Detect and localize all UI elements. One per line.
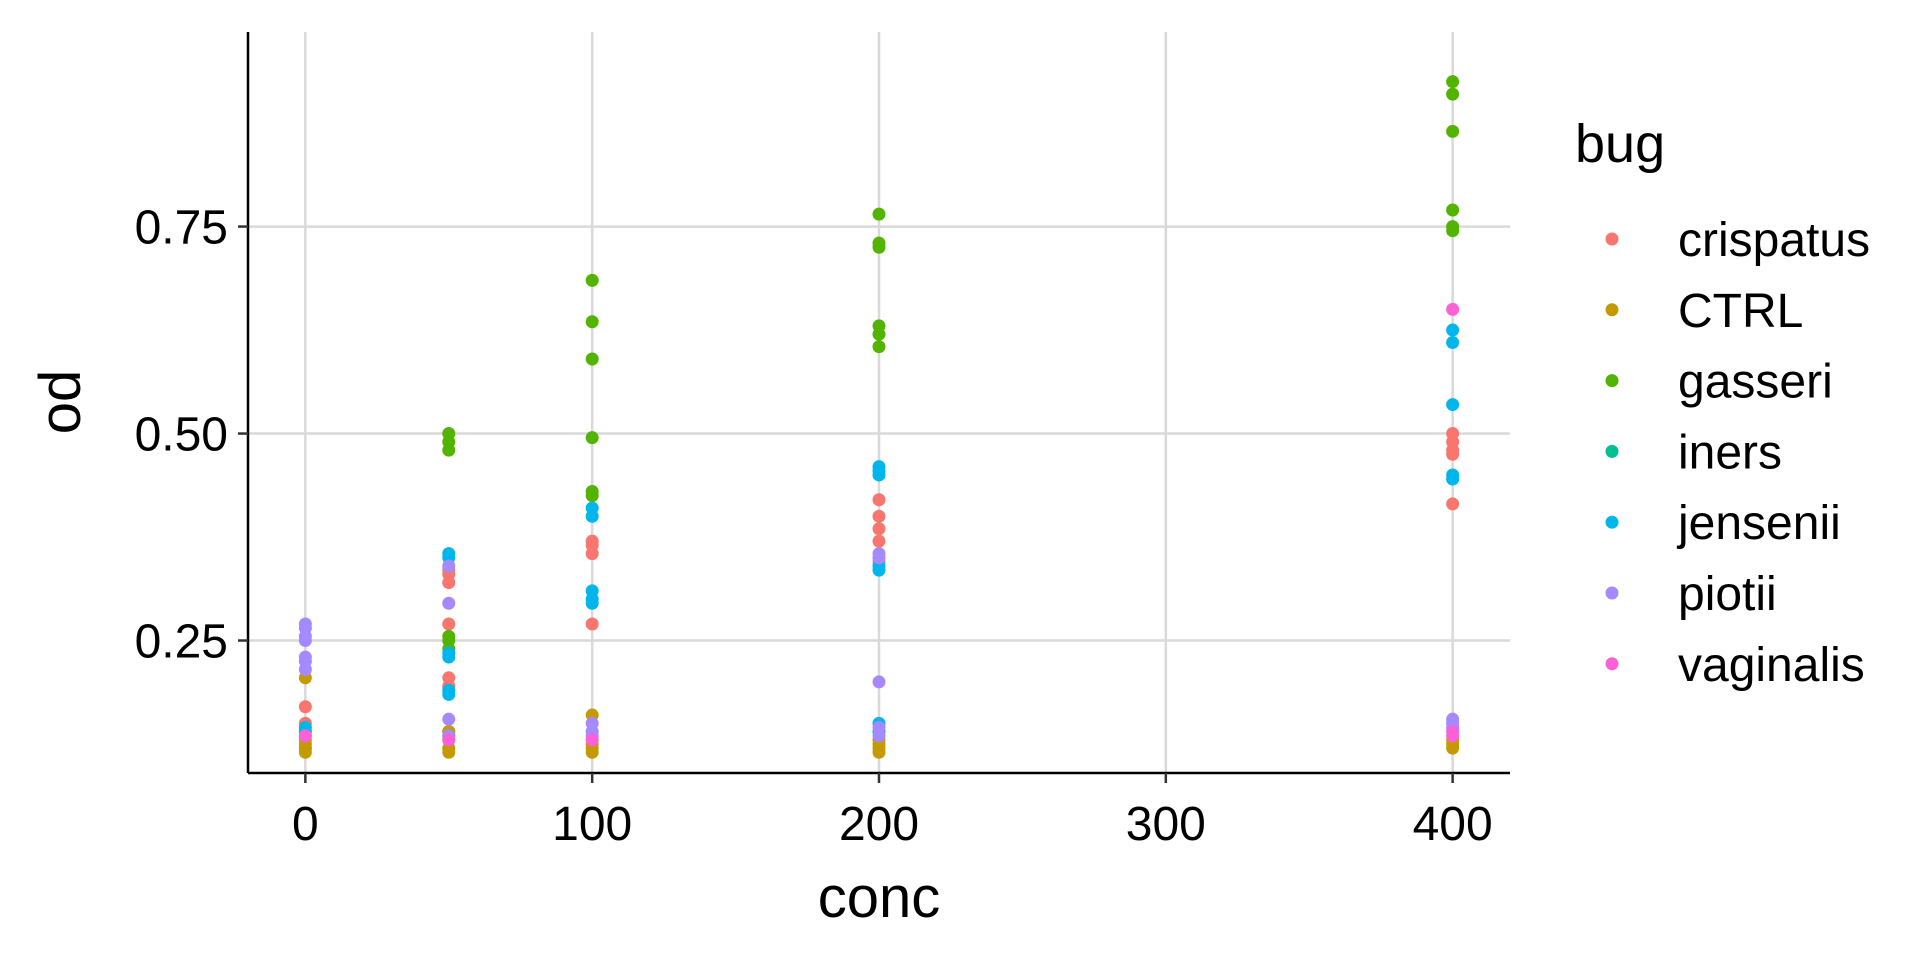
data-point xyxy=(298,663,312,677)
legend-label: CTRL xyxy=(1678,285,1803,338)
data-point xyxy=(872,551,886,565)
data-point xyxy=(585,431,599,445)
data-point xyxy=(1446,87,1460,101)
x-axis-ticks: 0 100 200 300 400 xyxy=(292,773,1493,851)
data-point xyxy=(1446,75,1460,89)
data-point xyxy=(585,315,599,329)
data-point xyxy=(872,729,886,743)
x-tick-label: 0 xyxy=(292,798,319,851)
x-tick-label: 200 xyxy=(839,798,919,851)
legend-label: jensenii xyxy=(1676,497,1841,550)
y-tick-label: 0.75 xyxy=(135,202,228,255)
data-point xyxy=(585,733,599,747)
data-point xyxy=(442,733,456,747)
data-point xyxy=(872,534,886,548)
data-point xyxy=(872,745,886,759)
legend-label: vaginalis xyxy=(1678,639,1865,692)
legend-key xyxy=(1605,515,1619,529)
data-point xyxy=(872,522,886,536)
data-point xyxy=(585,745,599,759)
data-point xyxy=(1446,447,1460,461)
data-point xyxy=(298,700,312,714)
data-point xyxy=(1446,224,1460,238)
legend-key xyxy=(1605,586,1619,600)
data-point xyxy=(872,207,886,221)
data-point xyxy=(872,468,886,482)
data-point xyxy=(442,745,456,759)
x-tick-label: 400 xyxy=(1413,798,1493,851)
legend: bug crispatus CTRL gasseri iners jensenii pio… xyxy=(1575,114,1870,692)
data-point xyxy=(585,352,599,366)
data-point xyxy=(442,559,456,573)
data-point xyxy=(585,509,599,523)
data-point xyxy=(872,675,886,689)
data-point xyxy=(1446,203,1460,217)
legend-label: gasseri xyxy=(1678,356,1833,409)
data-point xyxy=(1446,497,1460,511)
y-grid-lines xyxy=(248,225,1510,642)
legend-title: bug xyxy=(1575,114,1665,174)
data-point xyxy=(1446,124,1460,138)
legend-label: iners xyxy=(1678,426,1782,479)
x-tick-label: 300 xyxy=(1126,798,1206,851)
legend-key xyxy=(1605,657,1619,671)
data-point xyxy=(1446,323,1460,337)
legend-key xyxy=(1605,303,1619,317)
data-point xyxy=(1446,398,1460,412)
data-point xyxy=(1446,302,1460,316)
data-point xyxy=(298,729,312,743)
data-point xyxy=(585,489,599,503)
legend-label: crispatus xyxy=(1678,214,1870,267)
data-point xyxy=(442,576,456,590)
data-point xyxy=(585,547,599,561)
y-axis-title: od xyxy=(28,370,93,435)
data-point xyxy=(1446,729,1460,743)
data-point xyxy=(298,634,312,648)
x-axis-title: conc xyxy=(818,865,941,930)
data-point xyxy=(872,563,886,577)
data-point xyxy=(585,617,599,631)
legend-label: piotii xyxy=(1678,568,1777,621)
data-point xyxy=(442,687,456,701)
data-point xyxy=(585,596,599,610)
data-point xyxy=(442,443,456,457)
data-point xyxy=(585,273,599,287)
y-tick-label: 0.50 xyxy=(135,409,228,462)
data-point xyxy=(442,650,456,664)
data-points xyxy=(298,75,1460,759)
data-point xyxy=(442,712,456,726)
data-point xyxy=(442,617,456,631)
legend-key xyxy=(1605,374,1619,388)
data-point xyxy=(872,240,886,254)
data-point xyxy=(1446,335,1460,349)
data-point xyxy=(872,340,886,354)
data-point xyxy=(872,509,886,523)
legend-key xyxy=(1605,444,1619,458)
data-point xyxy=(872,327,886,341)
data-point xyxy=(1446,472,1460,486)
data-point xyxy=(872,493,886,507)
legend-key xyxy=(1605,232,1619,246)
x-tick-label: 100 xyxy=(552,798,632,851)
data-point xyxy=(298,745,312,759)
x-grid-lines xyxy=(304,32,1454,773)
y-tick-label: 0.25 xyxy=(135,616,228,669)
data-point xyxy=(442,596,456,610)
y-axis-ticks: 0.25 0.50 0.75 xyxy=(135,202,248,669)
data-point xyxy=(1446,741,1460,755)
